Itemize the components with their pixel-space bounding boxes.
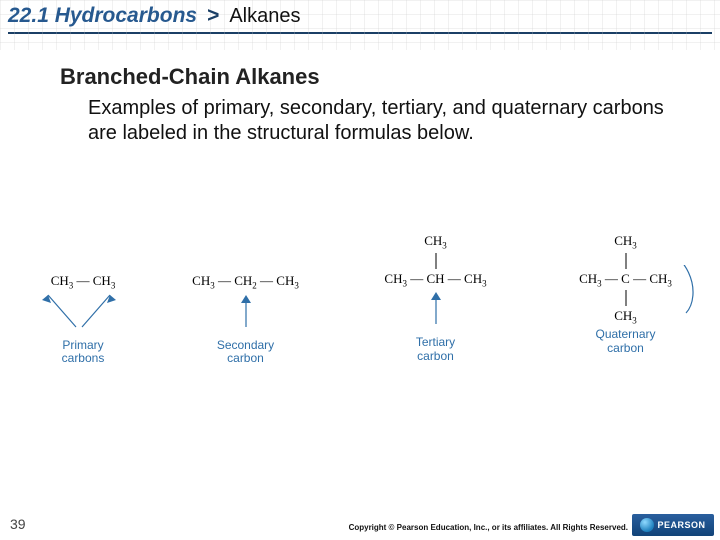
header-arrow: > [207,4,219,28]
globe-icon [640,518,654,532]
body-text: Examples of primary, secondary, tertiary… [88,96,670,146]
pearson-logo-text: PEARSON [657,520,705,530]
secondary-formula: CH3 — CH2 — CH3 [158,273,333,291]
quaternary-diagram: CH3 CH3 — C — CH3 CH3 Quaternary carbon [538,233,713,355]
slide-header: 22.1 Hydrocarbons > Alkanes [0,0,720,30]
tertiary-vbond [356,251,516,271]
quaternary-caption: Quaternary carbon [538,328,713,356]
copyright-text: Copyright © Pearson Education, Inc., or … [349,523,628,532]
slide-number: 39 [10,516,26,532]
tertiary-caption: Tertiary carbon [348,336,523,364]
quaternary-vbond-bot [546,288,706,308]
subheading: Branched-Chain Alkanes [60,64,670,90]
primary-caption: Primary carbons [18,339,148,367]
secondary-caption: Secondary carbon [158,339,333,367]
tertiary-main: CH3 — CH — CH3 [348,271,523,289]
secondary-diagram: CH3 — CH2 — CH3 Secondary carbon [158,273,333,366]
tertiary-top: CH3 [348,233,523,251]
quaternary-bot: CH3 [538,308,713,326]
tertiary-diagram: CH3 CH3 — CH — CH3 Tertiary carbon [348,233,523,364]
primary-formula: CH3 — CH3 [18,273,148,291]
quaternary-top: CH3 [538,233,713,251]
chapter-title: 22.1 Hydrocarbons [8,4,197,28]
pearson-logo: PEARSON [632,514,714,536]
quaternary-main: CH3 — C — CH3 [538,271,713,289]
quaternary-vbond-top [546,251,706,271]
primary-arrows [28,291,138,333]
tertiary-arrow [356,288,516,330]
secondary-arrow [166,291,326,333]
content-area: Branched-Chain Alkanes Examples of prima… [0,34,720,146]
section-title: Alkanes [229,5,300,28]
structural-formulas: CH3 — CH3 Primary carbons CH3 — CH2 — CH… [0,225,720,425]
primary-diagram: CH3 — CH3 Primary carbons [18,273,148,366]
